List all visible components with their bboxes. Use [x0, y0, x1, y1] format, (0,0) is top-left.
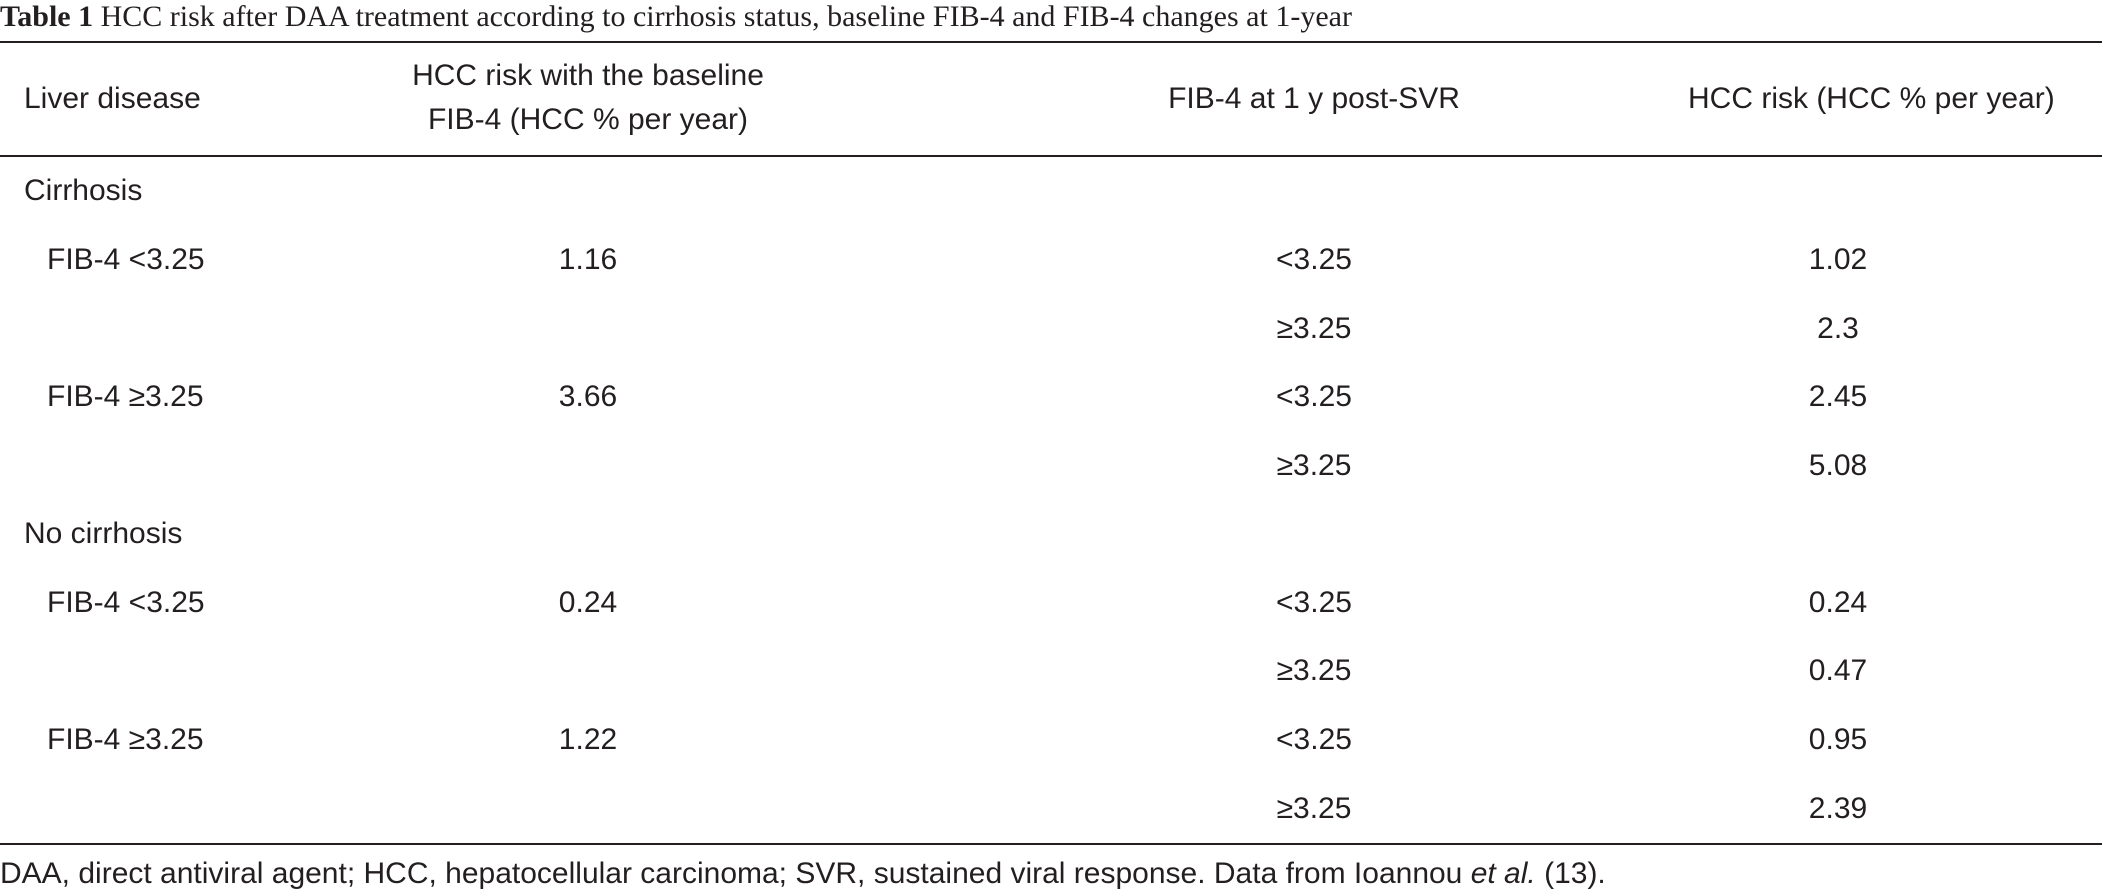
row-risk: 0.47	[1808, 654, 1868, 687]
group-label-cirrhosis: Cirrhosis	[24, 174, 143, 207]
row-risk: 0.24	[1808, 586, 1868, 619]
row-post-fib4: <3.25	[1276, 380, 1352, 413]
row-post-fib4: <3.25	[1276, 243, 1352, 276]
row-post-fib4: <3.25	[1276, 723, 1352, 756]
row-baseline-risk: 3.66	[558, 380, 618, 413]
row-risk: 1.02	[1808, 243, 1868, 276]
bottom-rule	[0, 843, 2102, 845]
row-risk: 0.95	[1808, 723, 1868, 756]
row-baseline-risk: 1.16	[558, 243, 618, 276]
row-post-fib4: ≥3.25	[1276, 654, 1352, 687]
table-title: HCC risk after DAA treatment according t…	[100, 0, 1352, 33]
table-caption: Table 1 HCC risk after DAA treatment acc…	[0, 0, 1352, 34]
row-baseline-label: FIB-4 ≥3.25	[47, 723, 204, 756]
top-rule	[0, 41, 2102, 43]
row-baseline-risk: 0.24	[558, 586, 618, 619]
row-risk: 2.45	[1808, 380, 1868, 413]
header-liver-disease: Liver disease	[24, 82, 201, 115]
row-risk: 2.3	[1817, 312, 1859, 345]
row-baseline-label: FIB-4 <3.25	[47, 243, 205, 276]
header-post-svr-fib4: FIB-4 at 1 y post-SVR	[1168, 82, 1460, 115]
row-post-fib4: ≥3.25	[1276, 792, 1352, 825]
row-baseline-label: FIB-4 ≥3.25	[47, 380, 204, 413]
row-post-fib4: <3.25	[1276, 586, 1352, 619]
header-baseline-risk-line1: HCC risk with the baseline	[412, 59, 764, 92]
row-post-fib4: ≥3.25	[1276, 312, 1352, 345]
footnote-text: DAA, direct antiviral agent; HCC, hepato…	[0, 857, 1471, 890]
table-label: Table 1	[0, 0, 94, 33]
footnote-italic: et al.	[1470, 857, 1536, 890]
row-post-fib4: ≥3.25	[1276, 449, 1352, 482]
table-footnote: DAA, direct antiviral agent; HCC, hepato…	[0, 856, 1606, 892]
header-rule	[0, 155, 2102, 157]
footnote-ref: (13).	[1535, 857, 1606, 890]
row-risk: 2.39	[1808, 792, 1868, 825]
header-baseline-risk-line2: FIB-4 (HCC % per year)	[427, 103, 749, 136]
row-risk: 5.08	[1808, 449, 1868, 482]
header-hcc-risk: HCC risk (HCC % per year)	[1688, 82, 2055, 115]
row-baseline-label: FIB-4 <3.25	[47, 586, 205, 619]
row-baseline-risk: 1.22	[558, 723, 618, 756]
group-label-no-cirrhosis: No cirrhosis	[24, 517, 183, 550]
